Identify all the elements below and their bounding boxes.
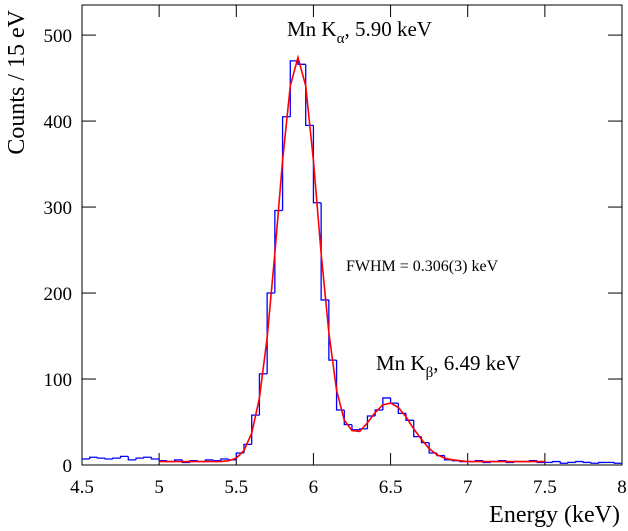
x-tick-label: 6 bbox=[309, 477, 319, 498]
x-tick-label: 4.5 bbox=[70, 477, 94, 498]
fit-curve bbox=[159, 54, 545, 463]
annotation: Mn Kβ, 6.49 keV bbox=[376, 351, 521, 381]
histogram-bin bbox=[150, 457, 160, 460]
histogram-bin bbox=[575, 460, 584, 463]
x-tick-label: 7.5 bbox=[533, 477, 557, 498]
y-axis-label: Counts / 15 eV bbox=[4, 9, 30, 154]
histogram-bin bbox=[119, 455, 129, 459]
x-tick-label: 8 bbox=[617, 477, 627, 498]
annotation-sub: β bbox=[426, 365, 434, 381]
histogram-bin bbox=[96, 457, 106, 459]
histogram-bin bbox=[89, 456, 98, 459]
histogram-bin bbox=[274, 209, 283, 294]
histogram-bin bbox=[351, 424, 360, 431]
histogram-bin bbox=[289, 60, 298, 117]
x-tick-label: 5 bbox=[154, 477, 164, 498]
histogram-bin bbox=[613, 462, 622, 464]
histogram-bin bbox=[567, 461, 576, 464]
histogram-bin bbox=[328, 299, 337, 361]
histogram-bin bbox=[112, 457, 121, 459]
annotation-text: , 5.90 keV bbox=[344, 17, 432, 41]
y-tick-label: 300 bbox=[44, 198, 73, 219]
histogram-bin bbox=[374, 409, 383, 416]
histogram-bin bbox=[104, 458, 113, 460]
plot-frame bbox=[81, 4, 623, 466]
x-axis-label: Energy (keV) bbox=[489, 502, 620, 528]
histogram-bin bbox=[582, 461, 592, 464]
annotation-sub: α bbox=[337, 31, 345, 47]
histogram-bin bbox=[220, 458, 229, 461]
histogram-bin bbox=[135, 457, 144, 460]
histogram-bin bbox=[590, 462, 599, 464]
histogram-bin bbox=[266, 292, 275, 374]
histogram-bin bbox=[297, 60, 306, 65]
y-tick-label: 200 bbox=[44, 284, 73, 305]
histogram-bin bbox=[312, 125, 322, 204]
histogram-bin bbox=[343, 409, 352, 426]
histogram-bin bbox=[382, 397, 391, 410]
y-tick-label: 400 bbox=[44, 112, 73, 133]
histogram-bin bbox=[143, 456, 152, 459]
histogram-bin bbox=[359, 428, 368, 430]
histogram-bin bbox=[212, 459, 221, 462]
histogram-bin bbox=[389, 397, 399, 404]
histogram-bin bbox=[158, 458, 167, 462]
annotation-text: , 6.49 keV bbox=[433, 351, 521, 375]
x-tick-label: 6.5 bbox=[379, 477, 403, 498]
histogram-bin bbox=[127, 456, 136, 461]
y-tick-label: 100 bbox=[44, 370, 73, 391]
annotation: FWHM = 0.306(3) keV bbox=[346, 258, 499, 275]
histogram-bin bbox=[598, 461, 607, 464]
histogram-bin bbox=[551, 460, 561, 463]
annotation-text: Mn K bbox=[376, 351, 426, 375]
histogram-bin bbox=[181, 459, 190, 464]
histogram-bin bbox=[559, 461, 568, 464]
x-tick-label: 5.5 bbox=[224, 477, 248, 498]
annotation: Mn Kα, 5.90 keV bbox=[287, 17, 432, 47]
y-tick-label: 0 bbox=[63, 456, 73, 477]
x-tick-label: 7 bbox=[463, 477, 473, 498]
annotation-text: Mn K bbox=[287, 17, 337, 41]
histogram-bin bbox=[227, 458, 237, 461]
y-tick-label: 500 bbox=[44, 26, 73, 47]
